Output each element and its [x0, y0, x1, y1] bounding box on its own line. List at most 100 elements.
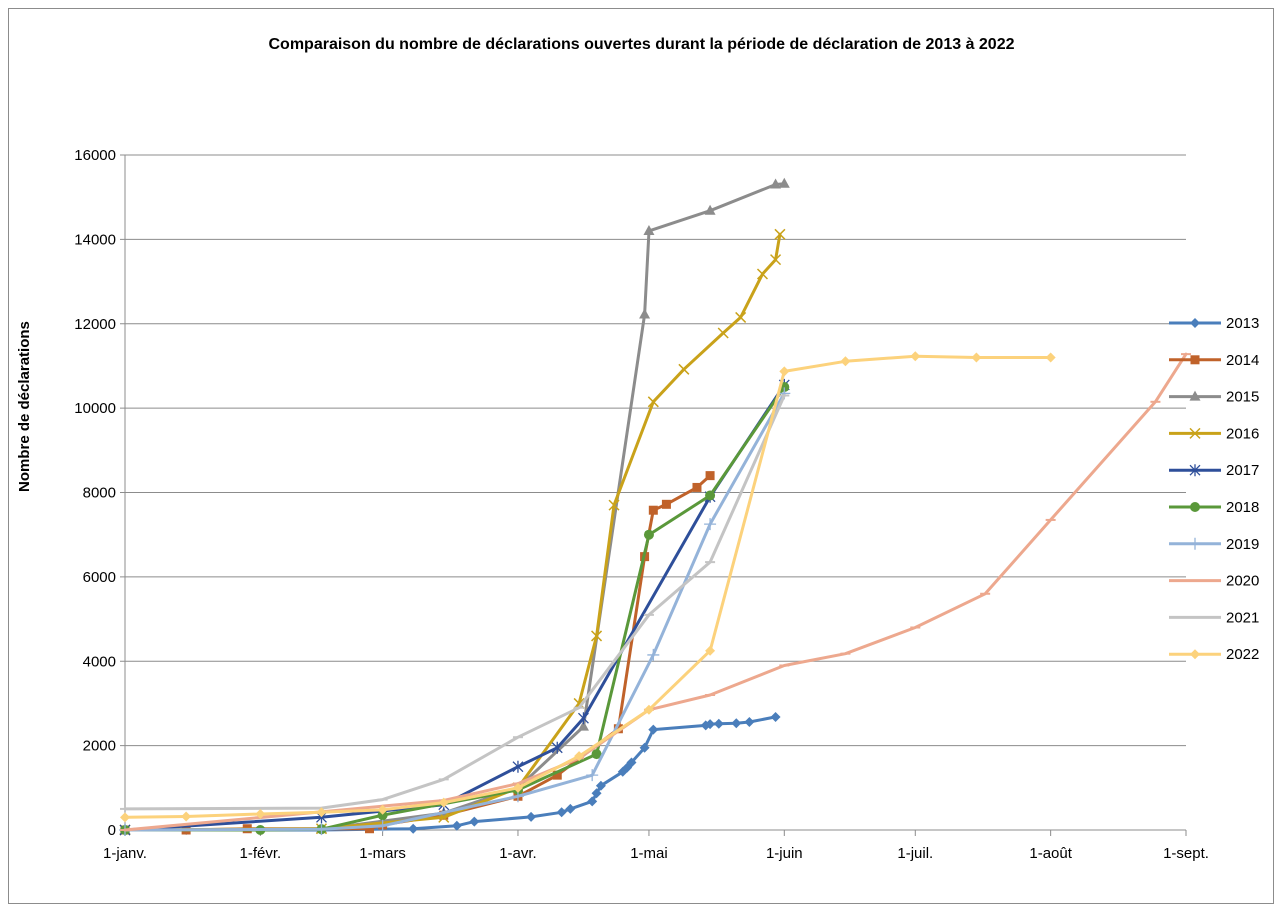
data-point	[910, 351, 921, 362]
data-point	[1189, 427, 1201, 439]
data-point	[756, 268, 769, 280]
series-line-2019	[123, 391, 786, 832]
data-point	[1190, 502, 1200, 512]
data-point	[1189, 464, 1201, 477]
data-point	[586, 769, 599, 782]
data-point	[512, 782, 523, 793]
grid-lines	[125, 154, 1186, 747]
data-point	[678, 363, 690, 375]
data-point	[744, 717, 755, 727]
data-point	[717, 327, 729, 339]
y-tick-label: 10000	[74, 400, 116, 417]
series-line-2015	[123, 182, 786, 832]
data-point	[1190, 649, 1200, 660]
data-point	[377, 810, 388, 821]
legend-item-2014: 2014	[1169, 352, 1259, 369]
y-tick-label: 8000	[83, 485, 116, 502]
data-point	[315, 823, 328, 836]
x-tick-label: 1-juin	[766, 845, 803, 862]
data-point	[556, 807, 567, 818]
data-point	[552, 770, 562, 780]
data-point	[705, 645, 716, 656]
y-tick-label: 16000	[74, 147, 116, 164]
series-2015	[119, 177, 790, 834]
x-tick-label: 1-avr.	[499, 845, 537, 862]
data-point	[512, 760, 524, 773]
data-point	[639, 742, 650, 753]
data-point	[1190, 355, 1200, 365]
y-tick-label: 14000	[74, 231, 116, 248]
data-point	[770, 254, 782, 266]
legend-label: 2014	[1226, 352, 1259, 369]
chart-frame	[8, 8, 1274, 904]
series-2022	[120, 351, 1056, 823]
data-point	[643, 529, 654, 540]
data-point	[778, 177, 790, 188]
data-point	[774, 228, 786, 240]
data-point	[1190, 318, 1200, 328]
data-point	[692, 482, 702, 492]
axes: 0 2000 4000 6000 8000 10000 12000 14000 16000 1-j…	[74, 147, 1209, 862]
legend-item-2021: 2021	[1169, 609, 1259, 626]
data-point	[438, 797, 449, 808]
data-point	[451, 820, 462, 831]
data-point	[574, 751, 585, 762]
data-point	[647, 396, 659, 408]
series-2016	[119, 228, 786, 836]
x-tick-label: 1-mai	[630, 845, 668, 862]
y-tick-label: 4000	[83, 653, 116, 670]
data-point	[565, 803, 576, 814]
legend-label: 2022	[1226, 646, 1259, 663]
series-line-2021	[123, 394, 786, 811]
y-tick-label: 12000	[74, 316, 116, 333]
data-point	[587, 796, 598, 807]
legend-label: 2015	[1226, 389, 1259, 406]
legend-item-2020: 2020	[1169, 573, 1259, 590]
series-line-2017	[123, 383, 786, 832]
data-point	[181, 811, 192, 822]
series-2019	[119, 387, 791, 836]
y-tick-label: 6000	[83, 569, 116, 586]
series-2014	[120, 471, 715, 835]
x-tick-label: 1-janv.	[103, 845, 147, 862]
data-point	[704, 518, 717, 531]
legend-item-2017: 2017	[1169, 462, 1259, 479]
legend-label: 2019	[1226, 536, 1259, 553]
data-point	[713, 718, 724, 729]
legend-label: 2016	[1226, 425, 1259, 442]
data-point	[408, 823, 419, 834]
data-point	[705, 719, 716, 730]
data-point	[648, 724, 659, 735]
data-point	[705, 471, 715, 481]
series-line-2022	[123, 354, 1053, 819]
data-point	[577, 712, 589, 725]
data-point	[469, 816, 480, 827]
data-point	[1189, 537, 1201, 550]
legend-item-2013: 2013	[1169, 315, 1259, 332]
data-point	[591, 788, 602, 799]
data-point	[526, 811, 537, 822]
series-2018	[120, 382, 790, 835]
data-point	[647, 648, 660, 661]
data-point	[643, 224, 655, 235]
x-tick-label: 1-févr.	[240, 845, 282, 862]
legend-item-2016: 2016	[1169, 425, 1259, 442]
legend-item-2019: 2019	[1169, 536, 1259, 553]
data-point	[591, 630, 603, 642]
x-tick-label: 1-août	[1029, 845, 1072, 862]
legend-label: 2020	[1226, 573, 1259, 590]
data-point	[705, 490, 716, 501]
data-point	[316, 807, 327, 818]
data-point	[1189, 390, 1201, 401]
legend: 2013 2014 2015 2016 2017 2018 2019 2020 2021 2022	[1169, 315, 1259, 663]
data-point	[971, 352, 982, 363]
data-point	[255, 808, 266, 819]
data-point	[551, 741, 563, 754]
data-point	[643, 704, 654, 715]
data-point	[608, 499, 620, 511]
data-point	[376, 819, 389, 832]
series-line-2016	[123, 232, 782, 832]
series-lines	[119, 177, 1191, 836]
data-point	[1045, 352, 1056, 363]
